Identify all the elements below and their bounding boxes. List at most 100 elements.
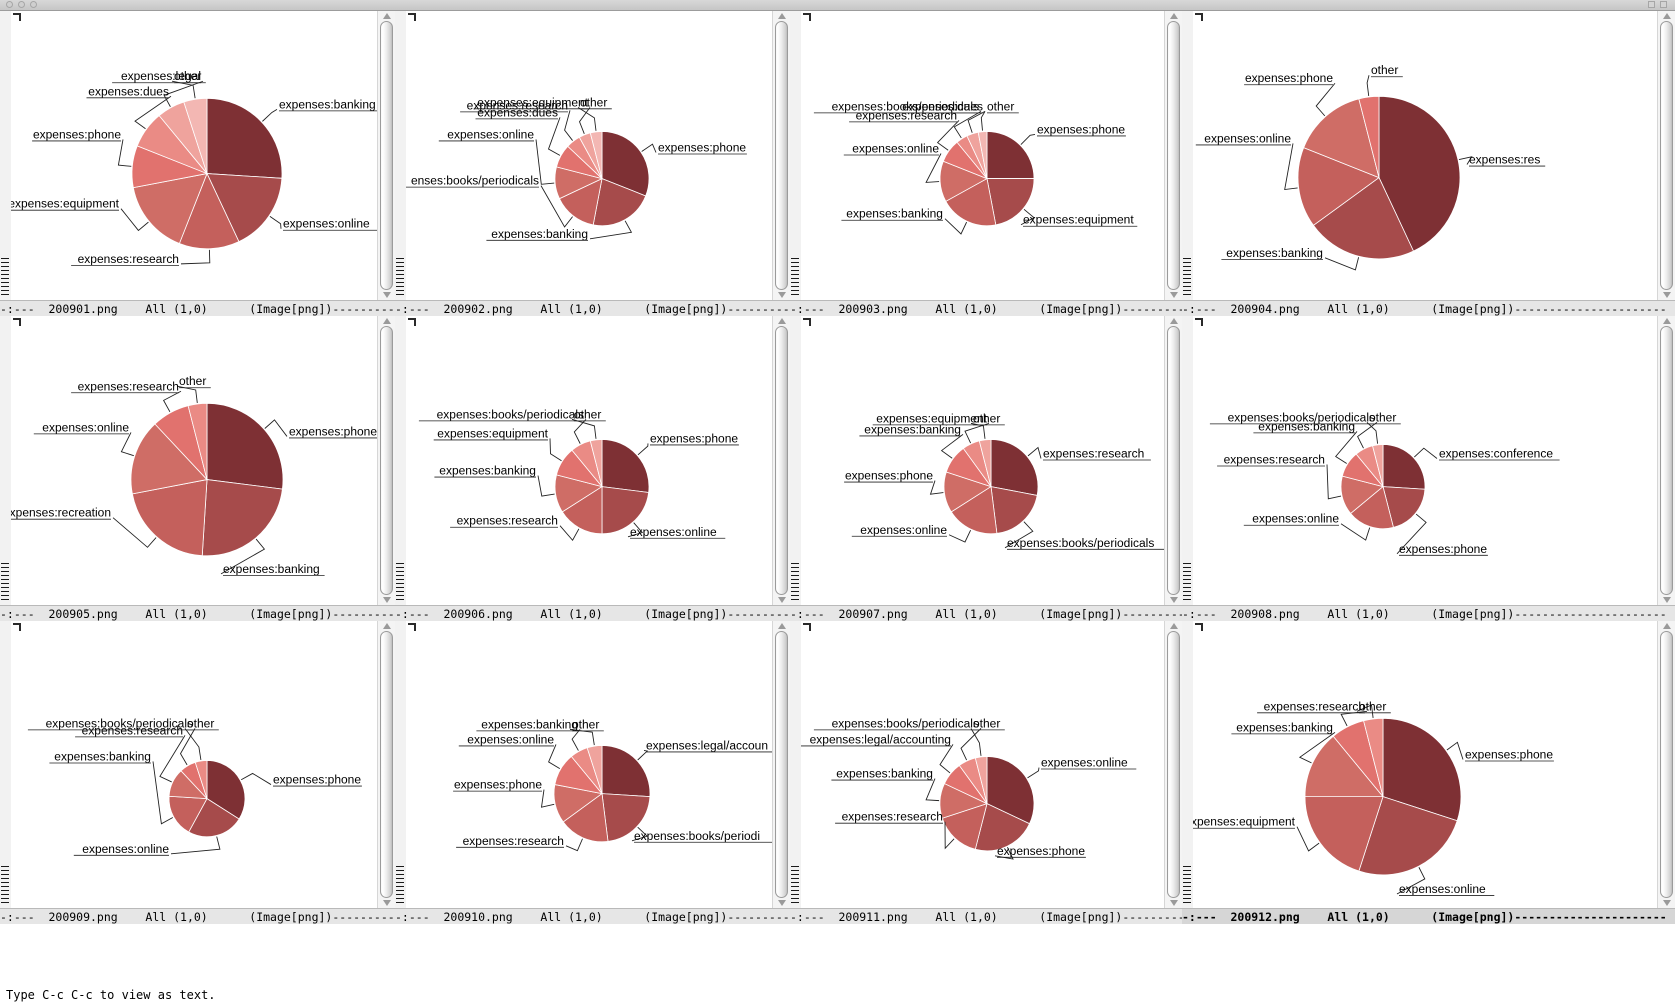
emacs-window[interactable]: expenses:phone expenses:online xpenses:equ… bbox=[1182, 621, 1675, 924]
mode-line[interactable]: -:--- 200906.png All (1,0) (Image[png])-… bbox=[395, 605, 790, 621]
zoom-dot-icon[interactable] bbox=[30, 1, 37, 8]
scrollbar-thumb[interactable] bbox=[1660, 21, 1673, 290]
scrollbar-track[interactable] bbox=[775, 631, 788, 898]
scrollbar-track[interactable] bbox=[1660, 631, 1673, 898]
image-canvas[interactable]: expenses:phone expenses:online expenses:ba… bbox=[11, 621, 377, 908]
scroll-down-arrow-icon[interactable] bbox=[382, 597, 391, 603]
scrollbar-thumb[interactable] bbox=[775, 631, 788, 898]
scroll-down-arrow-icon[interactable] bbox=[1662, 292, 1671, 298]
scroll-down-arrow-icon[interactable] bbox=[1169, 292, 1178, 298]
scroll-down-arrow-icon[interactable] bbox=[1662, 900, 1671, 906]
mode-line[interactable]: -:--- 200903.png All (1,0) (Image[png])-… bbox=[790, 300, 1182, 316]
scrollbar-thumb[interactable] bbox=[380, 21, 393, 290]
vertical-scrollbar[interactable] bbox=[1164, 621, 1182, 908]
vertical-scrollbar[interactable] bbox=[1657, 11, 1675, 300]
emacs-window[interactable]: expenses:phone expenses:equipment expenses… bbox=[790, 11, 1182, 316]
scroll-down-arrow-icon[interactable] bbox=[382, 292, 391, 298]
emacs-window[interactable]: expenses:res expenses:banking expenses:onl… bbox=[1182, 11, 1675, 316]
vertical-scrollbar[interactable] bbox=[377, 621, 395, 908]
mode-line[interactable]: -:--- 200904.png All (1,0) (Image[png])-… bbox=[1182, 300, 1675, 316]
scroll-up-arrow-icon[interactable] bbox=[382, 623, 391, 629]
mode-line[interactable]: -:--- 200912.png All (1,0) (Image[png])-… bbox=[1182, 908, 1675, 924]
scrollbar-track[interactable] bbox=[1167, 326, 1180, 595]
scrollbar-track[interactable] bbox=[1167, 631, 1180, 898]
scroll-up-arrow-icon[interactable] bbox=[1662, 13, 1671, 19]
scrollbar-thumb[interactable] bbox=[1660, 326, 1673, 595]
scrollbar-track[interactable] bbox=[775, 21, 788, 290]
image-canvas[interactable]: expenses:legal/accoun expenses:books/peri… bbox=[406, 621, 772, 908]
emacs-window[interactable]: expenses:conference expenses:phone expense… bbox=[1182, 316, 1675, 621]
scroll-up-arrow-icon[interactable] bbox=[1169, 13, 1178, 19]
image-canvas[interactable]: expenses:online expenses:phone expenses:re… bbox=[801, 621, 1164, 908]
scrollbar-thumb[interactable] bbox=[1167, 21, 1180, 290]
mode-line[interactable]: -:--- 200909.png All (1,0) (Image[png])-… bbox=[0, 908, 395, 924]
scroll-down-arrow-icon[interactable] bbox=[777, 597, 786, 603]
image-canvas[interactable]: expenses:phone expenses:equipment expenses… bbox=[801, 11, 1164, 300]
close-box-icon[interactable] bbox=[1660, 1, 1667, 8]
scrollbar-track[interactable] bbox=[775, 326, 788, 595]
scrollbar-thumb[interactable] bbox=[380, 631, 393, 898]
scroll-up-arrow-icon[interactable] bbox=[777, 623, 786, 629]
window-controls-left[interactable] bbox=[6, 1, 37, 8]
mode-line[interactable]: -:--- 200907.png All (1,0) (Image[png])-… bbox=[790, 605, 1182, 621]
scrollbar-track[interactable] bbox=[380, 21, 393, 290]
scrollbar-track[interactable] bbox=[380, 326, 393, 595]
vertical-scrollbar[interactable] bbox=[1657, 316, 1675, 605]
vertical-scrollbar[interactable] bbox=[1657, 621, 1675, 908]
scroll-down-arrow-icon[interactable] bbox=[777, 292, 786, 298]
image-canvas[interactable]: expenses:banking expenses:online expenses:… bbox=[11, 11, 377, 300]
emacs-window[interactable]: expenses:phone expenses:banking xpenses:re… bbox=[0, 316, 395, 621]
emacs-window[interactable]: expenses:phone expenses:online expenses:ba… bbox=[0, 621, 395, 924]
scrollbar-thumb[interactable] bbox=[380, 326, 393, 595]
vertical-scrollbar[interactable] bbox=[1164, 11, 1182, 300]
scrollbar-track[interactable] bbox=[1660, 21, 1673, 290]
window-controls-right[interactable] bbox=[1648, 1, 1667, 8]
scrollbar-track[interactable] bbox=[1167, 21, 1180, 290]
image-canvas[interactable]: expenses:phone expenses:banking xpenses:re… bbox=[11, 316, 377, 605]
scroll-down-arrow-icon[interactable] bbox=[382, 900, 391, 906]
scroll-up-arrow-icon[interactable] bbox=[382, 318, 391, 324]
vertical-scrollbar[interactable] bbox=[772, 316, 790, 605]
image-canvas[interactable]: expenses:phone expenses:banking enses:book… bbox=[406, 11, 772, 300]
scroll-down-arrow-icon[interactable] bbox=[777, 900, 786, 906]
restore-box-icon[interactable] bbox=[1648, 1, 1655, 8]
scroll-up-arrow-icon[interactable] bbox=[1169, 623, 1178, 629]
scroll-down-arrow-icon[interactable] bbox=[1169, 597, 1178, 603]
scroll-up-arrow-icon[interactable] bbox=[1169, 318, 1178, 324]
mode-line[interactable]: -:--- 200905.png All (1,0) (Image[png])-… bbox=[0, 605, 395, 621]
scrollbar-thumb[interactable] bbox=[775, 21, 788, 290]
scroll-up-arrow-icon[interactable] bbox=[1662, 623, 1671, 629]
vertical-scrollbar[interactable] bbox=[377, 11, 395, 300]
mode-line[interactable]: -:--- 200911.png All (1,0) (Image[png])-… bbox=[790, 908, 1182, 924]
scroll-down-arrow-icon[interactable] bbox=[1662, 597, 1671, 603]
emacs-window[interactable]: expenses:phone expenses:banking enses:book… bbox=[395, 11, 790, 316]
scroll-up-arrow-icon[interactable] bbox=[777, 13, 786, 19]
image-canvas[interactable]: expenses:phone expenses:online expenses:re… bbox=[406, 316, 772, 605]
scrollbar-thumb[interactable] bbox=[775, 326, 788, 595]
scrollbar-track[interactable] bbox=[380, 631, 393, 898]
emacs-window[interactable]: expenses:online expenses:phone expenses:re… bbox=[790, 621, 1182, 924]
image-canvas[interactable]: expenses:res expenses:banking expenses:onl… bbox=[1193, 11, 1657, 300]
image-canvas[interactable]: expenses:conference expenses:phone expense… bbox=[1193, 316, 1657, 605]
scroll-up-arrow-icon[interactable] bbox=[382, 13, 391, 19]
vertical-scrollbar[interactable] bbox=[772, 621, 790, 908]
vertical-scrollbar[interactable] bbox=[1164, 316, 1182, 605]
scrollbar-thumb[interactable] bbox=[1167, 326, 1180, 595]
image-canvas[interactable]: expenses:research expenses:books/periodic… bbox=[801, 316, 1164, 605]
image-canvas[interactable]: expenses:phone expenses:online xpenses:equ… bbox=[1193, 621, 1657, 908]
scrollbar-thumb[interactable] bbox=[1660, 631, 1673, 898]
mode-line[interactable]: -:--- 200908.png All (1,0) (Image[png])-… bbox=[1182, 605, 1675, 621]
scrollbar-thumb[interactable] bbox=[1167, 631, 1180, 898]
scroll-down-arrow-icon[interactable] bbox=[1169, 900, 1178, 906]
emacs-window[interactable]: expenses:phone expenses:online expenses:re… bbox=[395, 316, 790, 621]
scroll-up-arrow-icon[interactable] bbox=[1662, 318, 1671, 324]
emacs-window[interactable]: expenses:legal/accoun expenses:books/peri… bbox=[395, 621, 790, 924]
mode-line[interactable]: -:--- 200902.png All (1,0) (Image[png])-… bbox=[395, 300, 790, 316]
vertical-scrollbar[interactable] bbox=[377, 316, 395, 605]
mode-line[interactable]: -:--- 200901.png All (1,0) (Image[png])-… bbox=[0, 300, 395, 316]
mode-line[interactable]: -:--- 200910.png All (1,0) (Image[png])-… bbox=[395, 908, 790, 924]
close-dot-icon[interactable] bbox=[6, 1, 13, 8]
scrollbar-track[interactable] bbox=[1660, 326, 1673, 595]
emacs-window[interactable]: expenses:banking expenses:online expenses:… bbox=[0, 11, 395, 316]
minimize-dot-icon[interactable] bbox=[18, 1, 25, 8]
